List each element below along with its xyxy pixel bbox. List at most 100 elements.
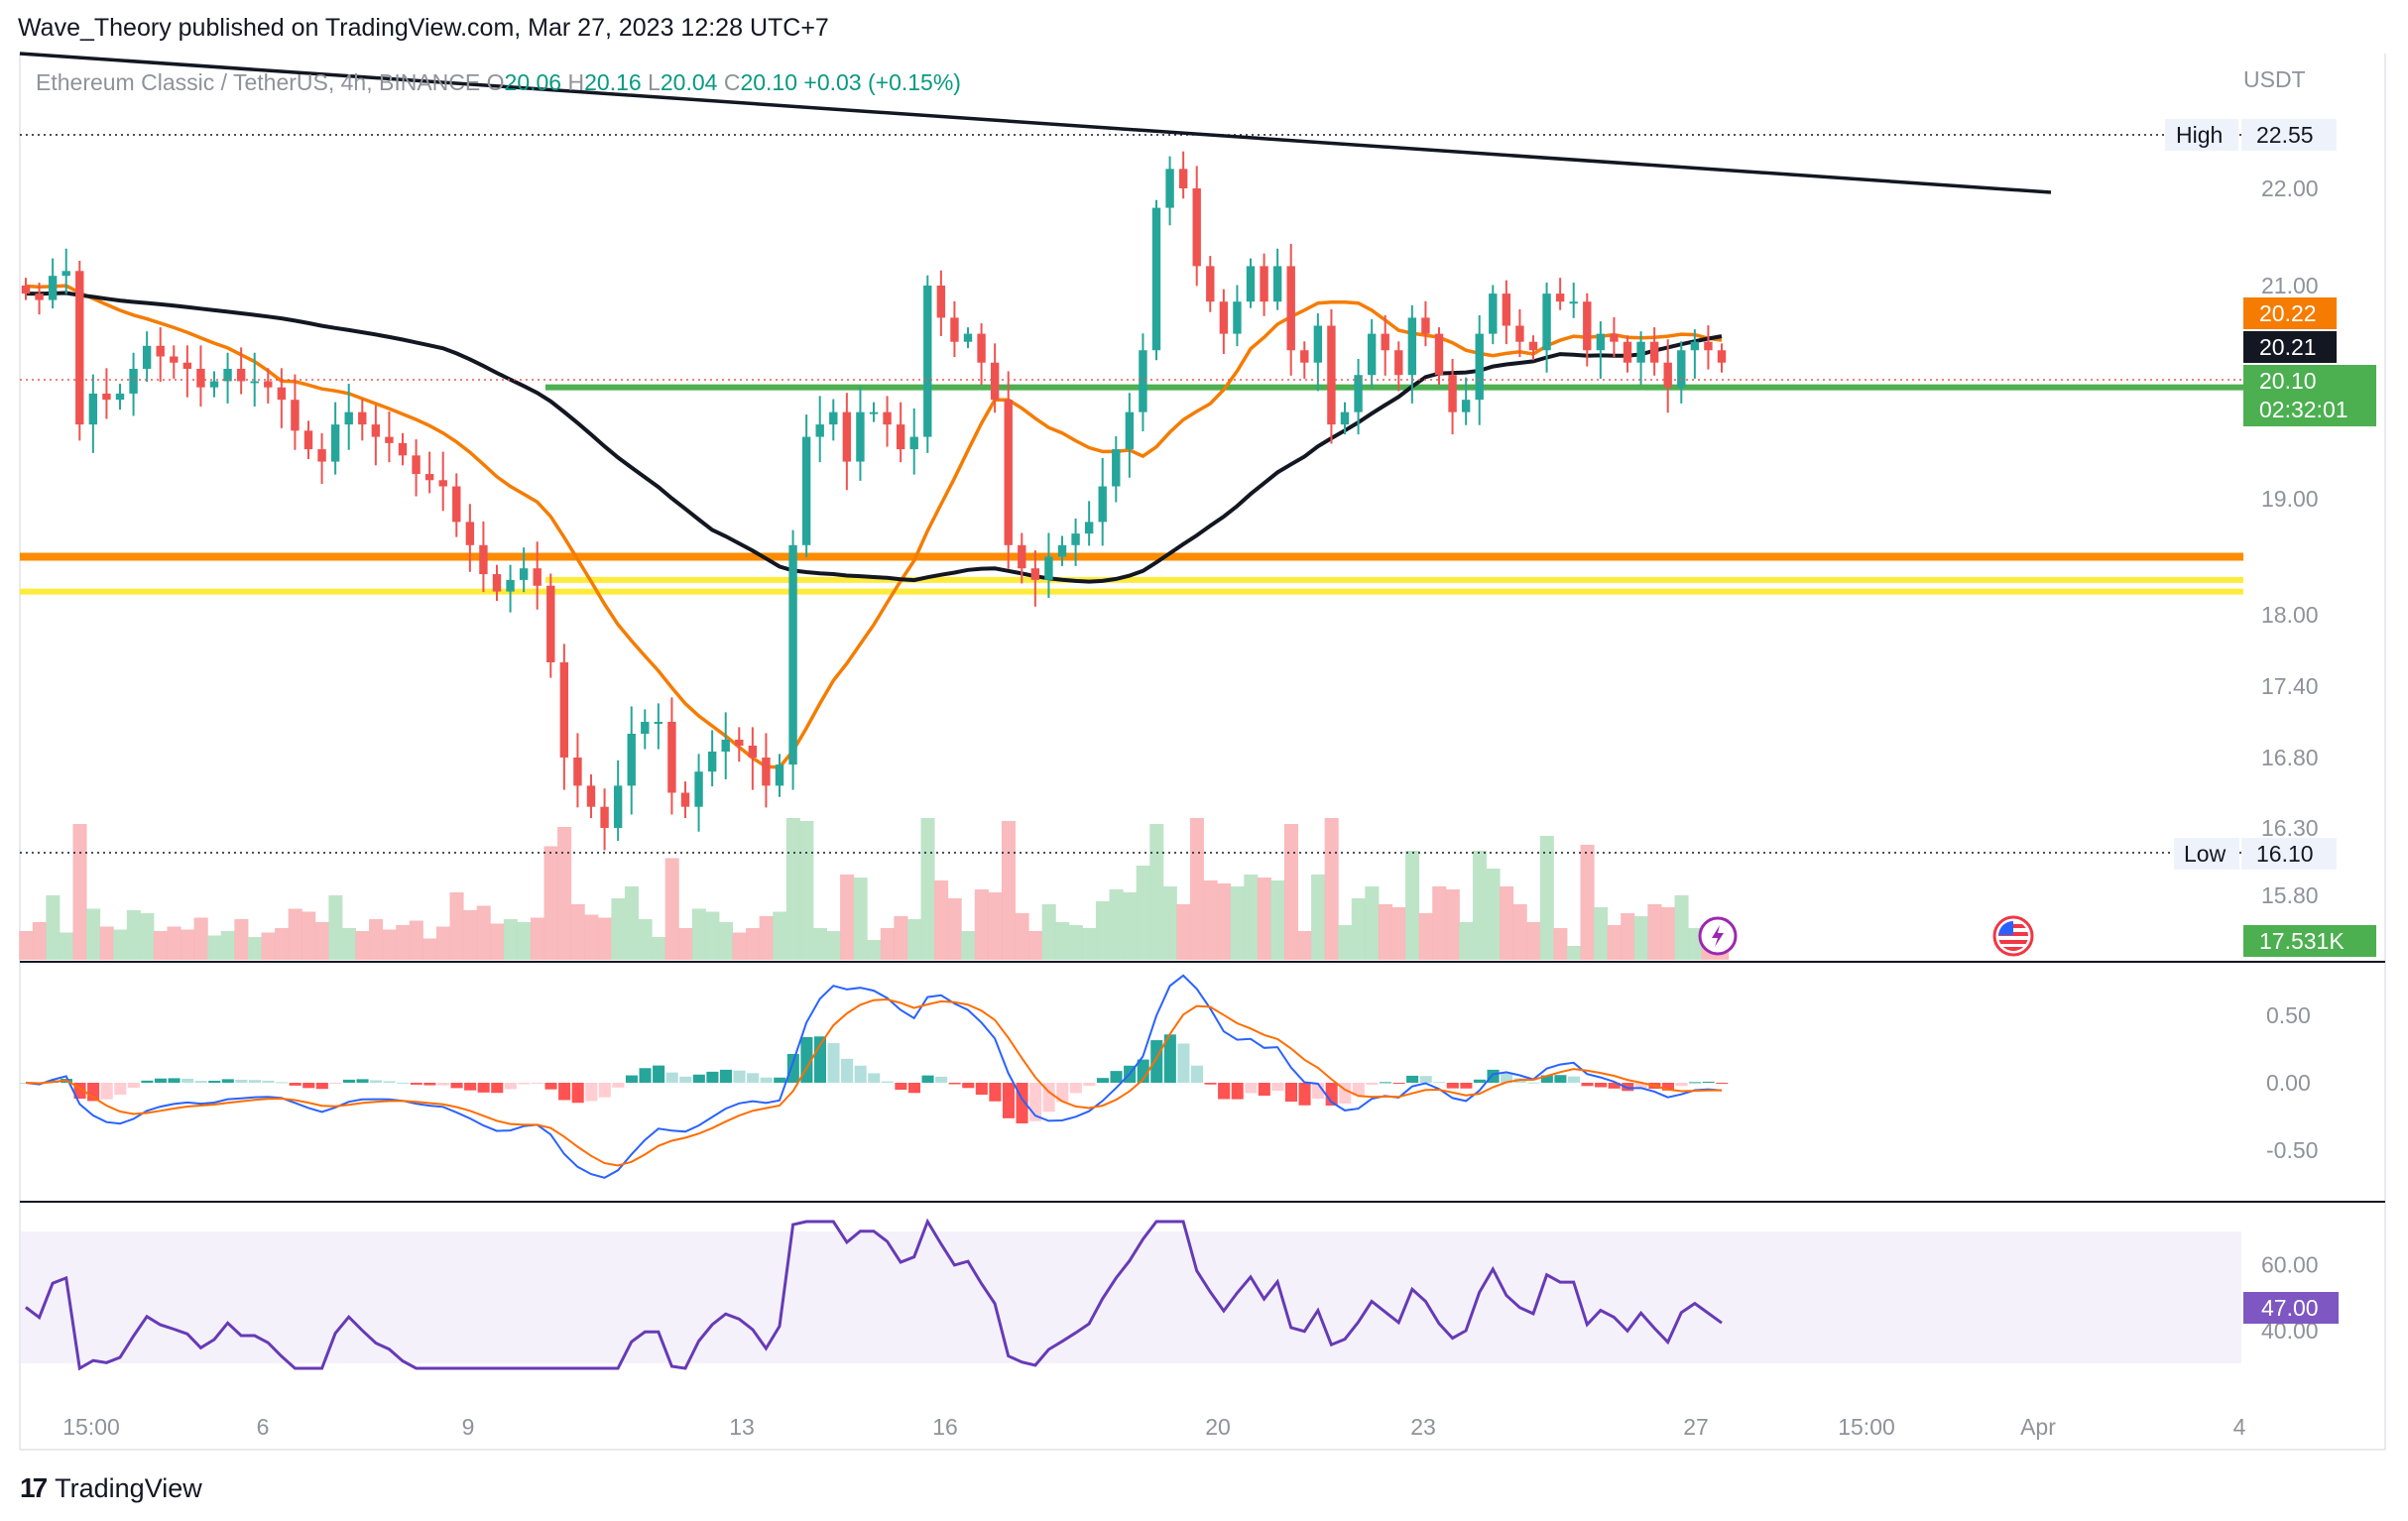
- macd-histogram-bar: [221, 1079, 234, 1083]
- price-tick: 19.00: [2261, 486, 2319, 512]
- macd-histogram-bar: [1460, 1083, 1473, 1089]
- candle-body: [1583, 301, 1592, 351]
- candle-body: [506, 579, 515, 592]
- symbol-legend: Ethereum Classic / TetherUS, 4h, BINANCE…: [36, 69, 961, 96]
- candle-body: [1044, 556, 1053, 580]
- macd-histogram-bar: [342, 1079, 355, 1083]
- volume-bar: [894, 916, 908, 960]
- us-flag-event-icon[interactable]: [1992, 915, 2034, 957]
- volume-bar: [867, 940, 882, 960]
- volume-bar: [746, 928, 761, 960]
- volume-bar: [382, 929, 397, 960]
- volume-bar: [880, 928, 895, 960]
- time-tick: 6: [257, 1414, 270, 1440]
- macd-histogram-bar: [1083, 1083, 1096, 1087]
- close-value-legend: 20.10: [740, 69, 797, 95]
- time-tick: 16: [932, 1414, 958, 1440]
- tradingview-logo[interactable]: 17 TradingView: [20, 1472, 202, 1504]
- volume-bar: [691, 908, 706, 960]
- volume-bar: [1445, 889, 1460, 960]
- volume-bar: [463, 910, 478, 960]
- low-label-legend: L: [648, 69, 661, 95]
- macd-histogram-bar: [1150, 1040, 1163, 1083]
- candle-body: [1690, 341, 1700, 351]
- volume-bar: [181, 929, 195, 960]
- macd-histogram-bar: [436, 1083, 449, 1086]
- candle-body: [1381, 333, 1389, 351]
- macd-histogram-bar: [1298, 1083, 1311, 1106]
- candle-body: [1502, 293, 1511, 326]
- ma-orange-value: 20.22: [2259, 300, 2317, 326]
- candle-body: [883, 411, 892, 425]
- volume-bar: [1607, 925, 1622, 960]
- candle-body: [182, 362, 192, 369]
- volume-bar: [19, 931, 34, 960]
- candle-body: [1367, 333, 1377, 376]
- volume-bar: [220, 931, 235, 960]
- candle-body: [1286, 266, 1295, 351]
- candle-body: [586, 785, 596, 807]
- volume-bar: [812, 928, 827, 960]
- macd-histogram-bar: [854, 1065, 867, 1083]
- volume-bar: [1526, 922, 1541, 960]
- volume-bar: [86, 908, 101, 960]
- volume-bar: [261, 932, 276, 960]
- macd-histogram-bar: [1379, 1082, 1391, 1084]
- lightning-event-icon[interactable]: [1698, 916, 1738, 956]
- volume-bar: [1660, 907, 1675, 960]
- macd-histogram-bar: [235, 1080, 248, 1083]
- price-tick: 18.00: [2261, 602, 2319, 628]
- price-tick: 16.30: [2261, 815, 2319, 841]
- moving-averages-layer: [25, 284, 1723, 769]
- macd-histogram-bar: [733, 1070, 746, 1083]
- candle-body: [1340, 411, 1350, 425]
- volume-bar: [72, 824, 87, 960]
- macd-histogram-bar: [706, 1071, 719, 1083]
- candle-body: [1313, 325, 1323, 363]
- macd-histogram-bar: [423, 1083, 436, 1086]
- volume-bar: [1311, 875, 1326, 960]
- candle-body: [398, 442, 408, 456]
- macd-histogram-bar: [1540, 1075, 1553, 1083]
- candle-body: [896, 424, 905, 450]
- candle-body: [1004, 400, 1013, 545]
- candle-body: [613, 785, 623, 828]
- macd-histogram-bar: [1487, 1069, 1500, 1083]
- macd-histogram-bar: [1702, 1081, 1715, 1083]
- candle-body: [641, 722, 650, 734]
- macd-histogram-bar: [868, 1073, 881, 1083]
- candle-body: [492, 574, 502, 592]
- candle-body: [600, 806, 609, 828]
- candle-body: [1084, 522, 1094, 534]
- time-tick: 15:00: [62, 1414, 120, 1440]
- brand-name: TradingView: [55, 1472, 202, 1503]
- time-tick: 9: [462, 1414, 475, 1440]
- macd-histogram-bar: [504, 1083, 517, 1090]
- ma-orange-tag: [2243, 297, 2337, 329]
- last-price: 20.10: [2259, 368, 2317, 394]
- volume-bar: [1297, 931, 1312, 960]
- volume-bar: [1041, 904, 1056, 960]
- macd-histogram-bar: [491, 1083, 504, 1094]
- candle-body: [465, 522, 475, 545]
- candle-body: [1717, 350, 1727, 363]
- candle-body: [1636, 341, 1645, 363]
- macd-histogram-bar: [921, 1075, 934, 1083]
- candle-body: [842, 411, 852, 462]
- volume-bar: [288, 908, 302, 960]
- macd-histogram-bar: [1716, 1083, 1729, 1084]
- macd-histogram-bar: [747, 1073, 760, 1083]
- macd-histogram-bar: [612, 1083, 625, 1088]
- macd-histogram-bar: [1096, 1078, 1109, 1083]
- macd-histogram-bar: [315, 1083, 328, 1090]
- macd-histogram-bar: [1110, 1071, 1123, 1083]
- volume-bar: [947, 898, 962, 960]
- macd-histogram-bar: [1634, 1083, 1647, 1089]
- volume-bar: [1486, 869, 1501, 960]
- volume-bar: [934, 880, 949, 960]
- volume-bar: [1594, 907, 1609, 960]
- candle-body: [1555, 293, 1565, 302]
- open-value: 20.06: [504, 69, 562, 95]
- volume-bar: [1176, 904, 1191, 960]
